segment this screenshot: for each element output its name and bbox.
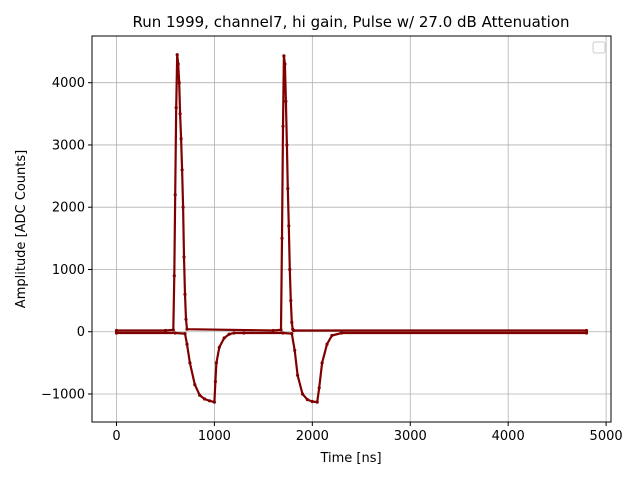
y-tick-label: 4000	[52, 76, 85, 91]
x-tick-label: 5000	[590, 429, 623, 444]
data-point	[183, 292, 187, 296]
data-point	[181, 205, 185, 209]
data-point	[179, 137, 183, 141]
data-point	[175, 53, 179, 57]
data-point	[290, 320, 294, 324]
data-point	[180, 168, 184, 172]
data-point	[114, 331, 119, 335]
data-point	[188, 361, 192, 365]
data-point	[325, 342, 329, 346]
data-point	[280, 236, 284, 240]
data-point	[279, 328, 283, 332]
data-point	[305, 398, 309, 402]
data-point	[178, 112, 182, 116]
data-point	[173, 331, 177, 335]
data-point	[185, 342, 189, 346]
y-tick-label: 0	[77, 325, 85, 340]
data-point	[340, 331, 344, 335]
y-tick-label: 2000	[52, 201, 85, 216]
data-point	[285, 143, 289, 147]
data-point	[584, 328, 589, 333]
data-point	[315, 400, 319, 404]
data-point	[330, 333, 334, 338]
data-point	[163, 328, 167, 333]
data-point	[584, 331, 589, 335]
x-tick-label: 1000	[198, 429, 231, 444]
data-point	[172, 274, 176, 278]
data-point	[281, 331, 285, 335]
data-point	[292, 328, 296, 333]
data-point	[183, 332, 187, 336]
data-point	[184, 317, 188, 321]
data-point	[282, 54, 286, 58]
data-point	[300, 392, 305, 396]
data-point	[284, 99, 288, 103]
axes-frame	[91, 35, 612, 423]
data-point	[174, 106, 178, 110]
chart-title: Run 1999, channel7, hi gain, Pulse w/ 27…	[132, 13, 569, 31]
x-tick-label: 2000	[296, 429, 329, 444]
plot-area	[114, 53, 589, 404]
data-point	[171, 328, 175, 332]
data-point	[286, 186, 290, 191]
x-axis-label: Time [ns]	[319, 451, 381, 466]
data-point	[114, 328, 119, 333]
data-point	[317, 386, 321, 390]
data-point	[203, 397, 207, 401]
x-tick-label: 3000	[394, 429, 427, 444]
data-point	[227, 332, 231, 336]
data-point	[214, 361, 218, 365]
data-point	[283, 62, 287, 66]
ticks: 0 1000 2000 3000 4000 5000 −1000 0 1000 2000 3000 4…	[41, 76, 623, 444]
data-point	[271, 328, 275, 333]
data-point	[310, 399, 314, 404]
data-point	[173, 193, 177, 197]
data-point	[217, 345, 221, 349]
data-point	[281, 124, 285, 128]
y-tick-label: −1000	[41, 387, 85, 402]
x-tick-label: 4000	[492, 429, 525, 444]
data-point	[176, 62, 180, 66]
data-point	[232, 331, 236, 335]
data-point	[177, 81, 181, 85]
data-point	[213, 379, 217, 384]
data-point	[222, 336, 226, 340]
data-point	[185, 327, 189, 331]
data-point	[242, 331, 246, 335]
data-point	[193, 383, 197, 387]
data-point	[287, 224, 291, 228]
legend-box	[592, 41, 606, 54]
x-tick-label: 0	[112, 429, 120, 444]
data-point	[320, 361, 324, 365]
data-point	[198, 393, 202, 397]
data-point	[290, 332, 294, 336]
y-tick-label: 3000	[52, 138, 85, 153]
y-tick-label: 1000	[52, 263, 85, 278]
y-axis-label: Amplitude [ADC Counts]	[14, 150, 29, 308]
data-point	[296, 373, 300, 377]
data-point	[212, 400, 216, 404]
data-point	[182, 255, 186, 259]
data-point	[293, 348, 297, 352]
data-point	[207, 399, 212, 403]
data-point	[289, 299, 293, 303]
data-point	[288, 267, 292, 272]
